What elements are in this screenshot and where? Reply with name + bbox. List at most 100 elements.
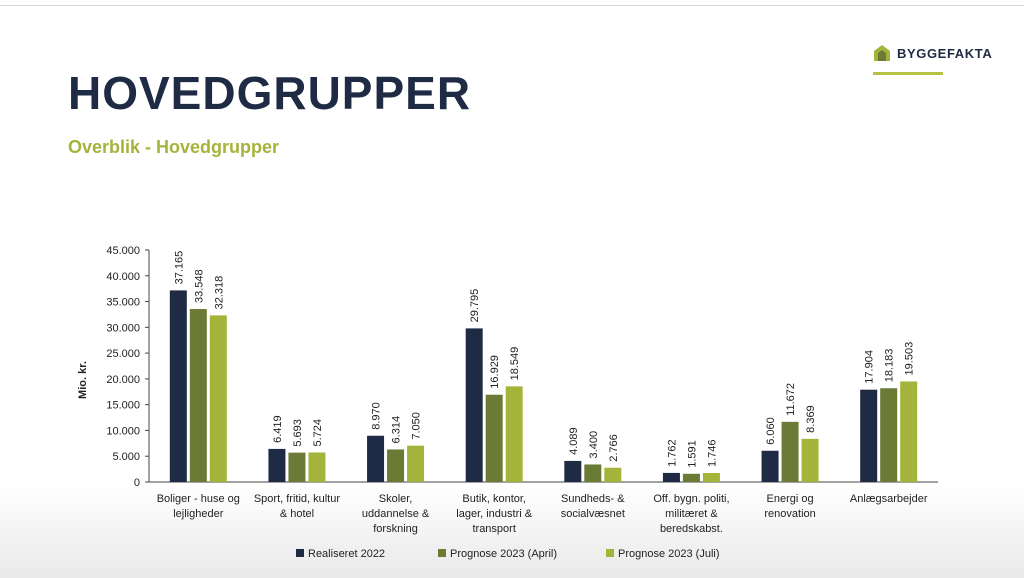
y-axis-label: Mio. kr. xyxy=(77,361,89,399)
top-divider xyxy=(0,5,1024,6)
bar xyxy=(781,421,799,482)
bar-value-label: 18.183 xyxy=(884,349,896,383)
bar xyxy=(761,450,779,482)
bar xyxy=(169,290,187,482)
bar-value-label: 5.693 xyxy=(292,419,304,447)
bar xyxy=(860,389,878,482)
bar xyxy=(465,328,483,482)
category-label: Sundheds- & socialvæsnet xyxy=(561,493,626,520)
category-label-line: Sport, fritid, kultur xyxy=(254,493,341,505)
category-label-line: transport xyxy=(472,523,515,535)
category-label-line: socialvæsnet xyxy=(561,508,625,520)
bar-value-label: 5.724 xyxy=(312,419,324,447)
bar xyxy=(308,452,326,482)
category-label-line: Boliger - huse og xyxy=(157,493,240,505)
logo-underline xyxy=(873,72,943,75)
bar-value-label: 8.369 xyxy=(805,405,817,433)
bar xyxy=(900,381,918,482)
bar-value-label: 6.060 xyxy=(765,417,777,445)
y-tick-label: 25.000 xyxy=(106,348,140,360)
house-logo-icon xyxy=(874,45,890,61)
bar xyxy=(485,394,503,482)
page-subtitle: Overblik - Hovedgrupper xyxy=(68,137,280,157)
bar-value-label: 6.419 xyxy=(272,415,284,443)
category-label-line: Skoler, xyxy=(379,493,413,505)
bar-value-label: 17.904 xyxy=(864,350,876,384)
category-label-line: Energi og xyxy=(767,493,814,505)
bar xyxy=(407,445,425,482)
category-label-line: Sundheds- & xyxy=(561,493,625,505)
bar-value-label: 37.165 xyxy=(173,251,185,285)
category-label-line: Anlægsarbejder xyxy=(850,493,928,505)
legend-item: Realiseret 2022 xyxy=(296,548,385,560)
y-tick-label: 20.000 xyxy=(106,374,140,386)
bar xyxy=(564,460,582,482)
category-label-line: lejligheder xyxy=(173,508,223,520)
y-tick-label: 5.000 xyxy=(112,451,140,463)
bar xyxy=(209,315,227,482)
y-tick-label: 10.000 xyxy=(106,425,140,437)
category-label-line: beredskabst. xyxy=(660,523,723,535)
category-label-line: & hotel xyxy=(280,508,314,520)
bar-value-label: 6.314 xyxy=(391,416,403,444)
bar-value-label: 8.970 xyxy=(371,402,383,430)
bar xyxy=(682,473,700,482)
bar xyxy=(801,438,819,482)
category-label-line: renovation xyxy=(764,508,815,520)
bar xyxy=(584,464,602,482)
category-label-line: militæret & xyxy=(665,508,718,520)
bar xyxy=(268,448,286,482)
category-label: Sport, fritid, kultur & hotel xyxy=(254,493,341,520)
bar-value-label: 11.672 xyxy=(785,383,797,416)
legend-item: Prognose 2023 (April) xyxy=(438,548,557,560)
category-label: Butik, kontor, lager, industri & transport xyxy=(456,493,532,535)
legend-label: Realiseret 2022 xyxy=(308,548,386,560)
bar-value-label: 19.503 xyxy=(904,342,916,376)
category-label-line: uddannelse & xyxy=(362,508,430,520)
logo-text: BYGGEFAKTA xyxy=(897,46,993,61)
category-label: Skoler, uddannelse & forskning xyxy=(362,493,430,535)
bar-value-label: 33.548 xyxy=(193,269,205,303)
legend-swatch xyxy=(606,549,614,557)
y-tick-label: 30.000 xyxy=(106,322,140,334)
legend-item: Prognose 2023 (Juli) xyxy=(606,548,720,560)
bar-value-label: 16.929 xyxy=(489,355,501,389)
bar xyxy=(288,452,306,482)
bar-value-label: 29.795 xyxy=(469,289,481,323)
legend-swatch xyxy=(438,549,446,557)
y-tick-label: 15.000 xyxy=(106,400,140,412)
bar-value-label: 32.318 xyxy=(213,276,225,310)
category-label-line: forskning xyxy=(373,523,418,535)
bar-value-label: 1.746 xyxy=(706,439,718,467)
bar xyxy=(604,467,622,482)
page-title: HOVEDGRUPPER xyxy=(68,67,472,119)
bar-value-label: 4.089 xyxy=(568,427,580,455)
bar-value-label: 7.050 xyxy=(411,412,423,440)
bar-value-label: 2.766 xyxy=(608,434,620,462)
y-tick-label: 0 xyxy=(134,477,140,489)
legend-swatch xyxy=(296,549,304,557)
y-tick-label: 35.000 xyxy=(106,297,140,309)
bar xyxy=(189,309,207,482)
bar xyxy=(505,386,523,482)
bar-value-label: 18.549 xyxy=(509,347,521,381)
bar-value-label: 3.400 xyxy=(588,431,600,459)
category-label: Off. bygn. politi, militæret & beredskabst… xyxy=(653,493,729,535)
bar-value-label: 1.762 xyxy=(666,439,678,467)
legend-label: Prognose 2023 (April) xyxy=(450,548,558,560)
y-tick-label: 45.000 xyxy=(106,245,140,257)
bar xyxy=(662,472,680,482)
category-label-line: Off. bygn. politi, xyxy=(653,493,729,505)
bar xyxy=(880,388,898,482)
category-label: Energi og renovation xyxy=(764,493,815,520)
category-label-line: lager, industri & xyxy=(456,508,532,520)
category-label-line: Butik, kontor, xyxy=(462,493,526,505)
bar xyxy=(367,435,385,482)
bar xyxy=(702,472,720,482)
y-tick-label: 40.000 xyxy=(106,271,140,283)
byggefakta-logo: BYGGEFAKTA xyxy=(873,44,1013,78)
category-label: Anlægsarbejder xyxy=(850,493,928,505)
category-label: Boliger - huse og lejligheder xyxy=(157,493,240,520)
legend-label: Prognose 2023 (Juli) xyxy=(618,548,720,560)
